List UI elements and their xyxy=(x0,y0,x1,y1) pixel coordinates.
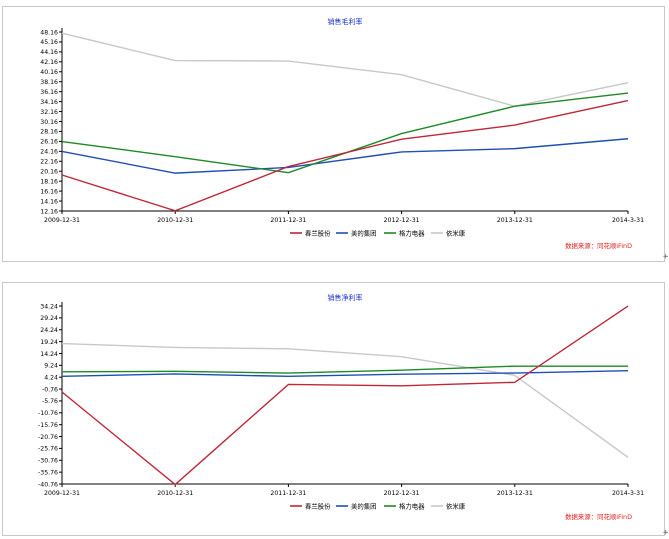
y-tick-label: 48.16 xyxy=(40,29,58,36)
data-source-note: 数据来源：同花顺iFinD xyxy=(565,241,632,250)
y-tick-label: -40.76 xyxy=(38,481,58,488)
x-tick-label: 2011-12-31 xyxy=(270,490,306,497)
series-line-4 xyxy=(61,32,629,107)
y-tick-label: 16.16 xyxy=(40,188,58,195)
x-tick-label: 2012-12-31 xyxy=(384,490,420,497)
series-line-3 xyxy=(61,365,628,374)
series-line-2 xyxy=(61,369,629,378)
legend-label: 依米康 xyxy=(446,501,466,510)
y-tick-label: 42.16 xyxy=(40,59,58,66)
x-tick-label: 2013-12-31 xyxy=(497,490,533,497)
net-margin-chart: 销售净利率 34.24 29.24 24.24 19.24 14.24 9.24 4.24 -0… xyxy=(38,293,644,521)
x-tick-label: 2010-12-31 xyxy=(157,217,193,224)
series-line-3 xyxy=(61,92,629,174)
panel-corner-marker: + xyxy=(663,252,669,262)
legend-label: 春兰股份 xyxy=(305,501,331,510)
x-tick-label: 2014-3-31 xyxy=(612,490,644,497)
y-tick-label: -25.76 xyxy=(38,446,58,453)
y-tick-label: 19.24 xyxy=(40,339,58,346)
y-tick-label: -20.76 xyxy=(38,434,58,441)
gross-margin-chart: 销售毛利率 48.16 45.16 44.16 42.16 40.16 38.16 36.16… xyxy=(40,17,644,250)
y-tick-label: 45.16 xyxy=(40,39,58,46)
y-tick-label: -5.76 xyxy=(42,398,58,405)
series-line-2 xyxy=(61,138,629,174)
legend-label: 格力电器 xyxy=(399,228,425,237)
legend-label: 格力电器 xyxy=(399,501,425,510)
y-tick-label: -30.76 xyxy=(38,458,58,465)
y-tick-label: 30.16 xyxy=(40,119,58,126)
y-tick-label: 34.16 xyxy=(40,99,58,106)
x-tick-label: 2010-12-31 xyxy=(157,490,193,497)
legend-label: 春兰股份 xyxy=(305,228,331,237)
y-tick-label: 34.24 xyxy=(40,303,58,310)
y-tick-label: -15.76 xyxy=(38,422,58,429)
y-tick-label: 9.24 xyxy=(44,363,58,370)
y-tick-label: -35.76 xyxy=(38,469,58,476)
y-tick-label: 4.24 xyxy=(44,375,58,382)
gross-margin-chart-panel: 销售毛利率 48.16 45.16 44.16 42.16 40.16 38.16 36.16… xyxy=(2,6,665,262)
y-tick-label: 32.16 xyxy=(40,109,58,116)
chart-title: 销售净利率 xyxy=(328,293,363,302)
y-tick-label: -0.76 xyxy=(42,386,58,393)
x-tick-label: 2009-12-31 xyxy=(44,217,80,224)
y-tick-label: -10.76 xyxy=(38,410,58,417)
y-tick-label: 18.16 xyxy=(40,178,58,185)
legend-label: 依米康 xyxy=(446,228,466,237)
y-tick-label: 36.16 xyxy=(40,89,58,96)
y-tick-label: 24.16 xyxy=(40,149,58,156)
panel-corner-marker: + xyxy=(663,528,669,538)
x-tick-label: 2014-3-31 xyxy=(612,217,644,224)
x-tick-label: 2012-12-31 xyxy=(384,217,420,224)
legend-label: 美的集团 xyxy=(351,228,377,237)
chart-title: 销售毛利率 xyxy=(328,17,363,26)
y-tick-label: 14.16 xyxy=(40,198,58,205)
net-margin-chart-panel: 销售净利率 34.24 29.24 24.24 19.24 14.24 9.24 4.24 -0… xyxy=(2,282,665,536)
y-tick-label: 22.16 xyxy=(40,159,58,166)
x-tick-label: 2009-12-31 xyxy=(44,490,80,497)
x-tick-label: 2011-12-31 xyxy=(270,217,306,224)
y-tick-label: 44.16 xyxy=(40,49,58,56)
y-tick-label: 38.16 xyxy=(40,79,58,86)
y-tick-label: 40.16 xyxy=(40,69,58,76)
series-line-1 xyxy=(61,99,629,212)
y-tick-label: 26.16 xyxy=(40,139,58,146)
y-tick-label: 12.16 xyxy=(40,208,58,215)
data-source-note: 数据来源：同花顺iFinD xyxy=(565,512,632,521)
y-tick-label: 20.16 xyxy=(40,169,58,176)
legend-label: 美的集团 xyxy=(351,501,377,510)
y-tick-label: 14.24 xyxy=(40,351,58,358)
y-tick-label: 28.16 xyxy=(40,129,58,136)
y-tick-label: 29.24 xyxy=(40,315,58,322)
x-tick-label: 2013-12-31 xyxy=(497,217,533,224)
series-line-4 xyxy=(61,342,629,458)
series-line-1 xyxy=(61,305,629,486)
y-tick-label: 24.24 xyxy=(40,327,58,334)
